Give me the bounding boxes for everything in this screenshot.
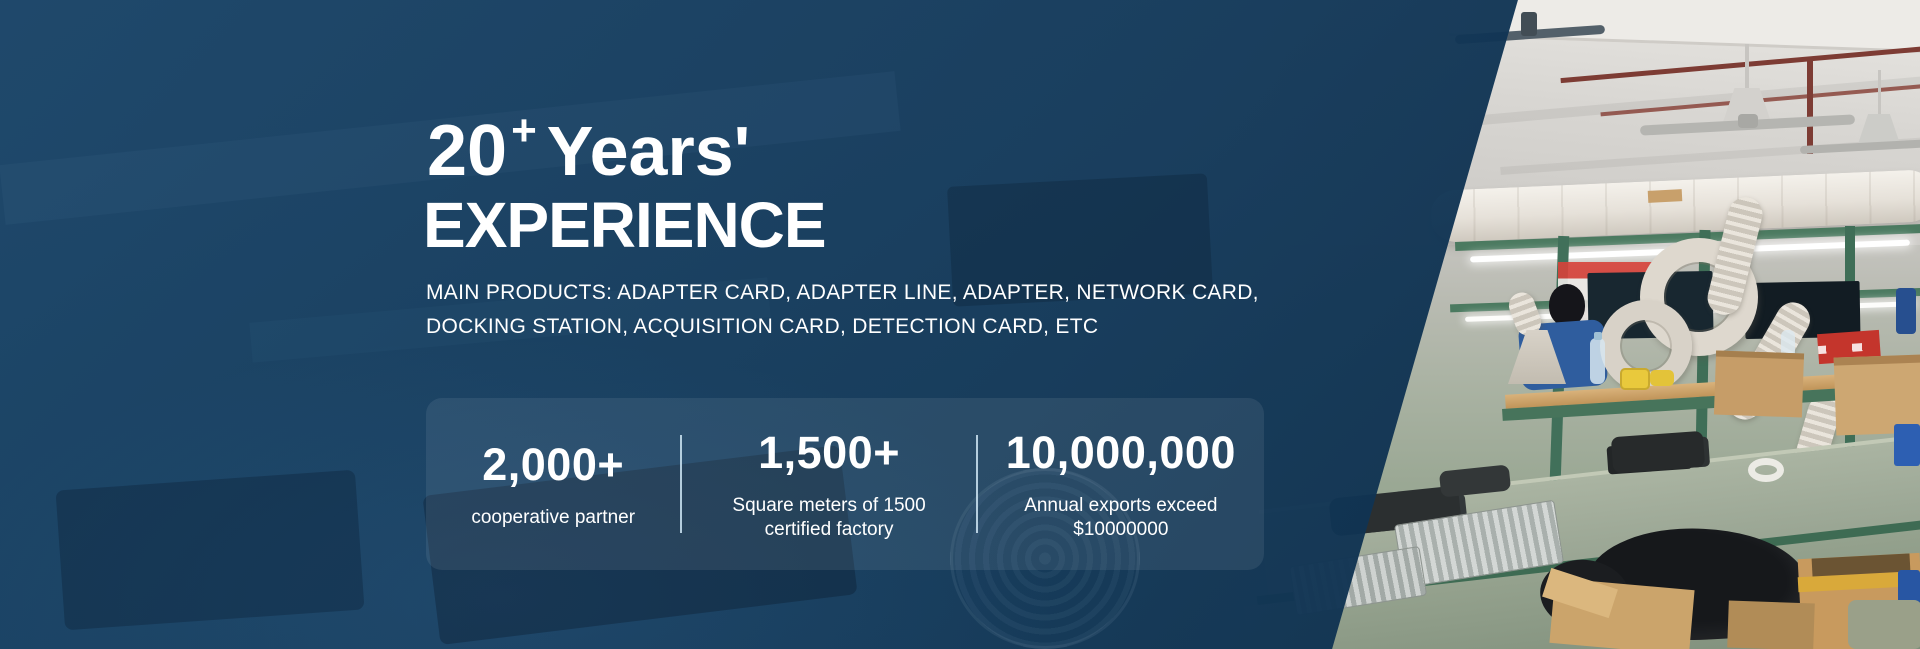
ceiling-fan-dark-motor — [1521, 12, 1537, 36]
stats-divider-2 — [975, 435, 978, 533]
water-bottle-1 — [1590, 338, 1605, 384]
stat-label-line-1: Square meters of 1500 — [732, 494, 926, 516]
stat-label: Annual exports exceed $10000000 — [1024, 494, 1217, 542]
stat-value: 1,500+ — [758, 426, 900, 478]
stat-value: 10,000,000 — [1005, 426, 1236, 478]
stat-value: 2,000+ — [482, 438, 625, 490]
headline-words: Years' — [546, 112, 751, 190]
headline-number: 20 — [427, 111, 508, 191]
stat-label-line-2: $10000000 — [1073, 518, 1169, 540]
ceiling-fan-1-stem — [1745, 44, 1749, 94]
red-pipe-vertical — [1807, 58, 1813, 154]
blue-bin-1 — [1894, 424, 1920, 466]
yellow-tape-roll-1 — [1620, 368, 1650, 390]
subtitle-line-1: MAIN PRODUCTS: ADAPTER CARD, ADAPTER LIN… — [426, 281, 1259, 304]
stats-divider-1 — [680, 435, 683, 533]
stat-annual-exports: 10,000,000 Annual exports exceed $100000… — [978, 427, 1264, 542]
blue-bin-2 — [1898, 570, 1920, 606]
white-tape-roll — [1748, 458, 1784, 482]
headline-line-1: 20+ Years' — [427, 106, 751, 192]
ghost-pedestal-fan — [950, 468, 1140, 649]
stat-label-line-1: cooperative partner — [471, 506, 636, 528]
stat-label: Square meters of 1500 certified factory — [732, 494, 925, 542]
stat-factory-size: 1,500+ Square meters of 1500 certified f… — [682, 427, 975, 542]
worker-head — [1549, 284, 1585, 326]
blue-bottle — [1896, 288, 1916, 334]
headline-plus-superscript: + — [511, 106, 537, 155]
sage-cloth — [1848, 600, 1920, 649]
ceiling-fan-1-hub — [1738, 114, 1758, 128]
ceiling-fan-2-stem — [1878, 70, 1881, 118]
stats-card: 2,000+ cooperative partner 1,500+ Square… — [426, 398, 1264, 570]
headline-line-2: EXPERIENCE — [423, 189, 827, 261]
stat-label-line-2: certified factory — [764, 518, 894, 540]
stat-label: cooperative partner — [471, 506, 635, 530]
stat-label-line-1: Annual exports exceed — [1024, 494, 1218, 516]
subtitle-line-2: DOCKING STATION, ACQUISITION CARD, DETEC… — [426, 315, 1099, 338]
yellow-tape-roll-2 — [1650, 370, 1674, 386]
main-products-subtitle: MAIN PRODUCTS: ADAPTER CARD, ADAPTER LIN… — [426, 276, 1259, 344]
water-bottle-1-cap — [1594, 332, 1602, 340]
stat-cooperative-partners: 2,000+ cooperative partner — [426, 439, 680, 530]
